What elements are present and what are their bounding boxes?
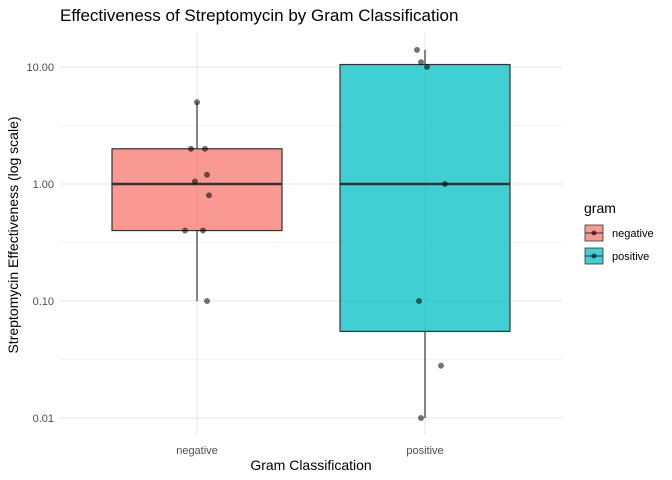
box-body	[339, 63, 511, 332]
x-axis-title: Gram Classification	[250, 457, 371, 473]
data-point	[187, 145, 195, 152]
x-tick-label: negative	[176, 445, 218, 457]
data-point	[205, 192, 213, 199]
box-body	[111, 148, 283, 232]
legend-label: negative	[612, 228, 654, 240]
data-point	[181, 227, 189, 234]
data-point	[203, 297, 211, 305]
legend-title: gram	[584, 200, 616, 216]
data-points	[181, 46, 449, 422]
data-point	[201, 145, 209, 152]
data-point	[417, 414, 425, 422]
y-tick-label: 1.00	[33, 179, 54, 191]
legend: gram negative positive	[584, 200, 654, 265]
box-positive	[339, 49, 511, 418]
data-point	[203, 171, 211, 178]
data-point	[413, 46, 421, 53]
legend-item-positive: positive	[584, 247, 649, 265]
data-point	[441, 180, 449, 188]
legend-item-negative: negative	[584, 224, 654, 242]
legend-label: positive	[612, 251, 649, 263]
data-point	[191, 178, 199, 185]
data-point	[199, 227, 207, 234]
data-point	[193, 99, 201, 106]
chart-title: Effectiveness of Streptomycin by Gram Cl…	[60, 6, 458, 25]
box-negative	[111, 102, 283, 301]
legend-key-point	[591, 230, 597, 236]
y-tick-label: 0.01	[33, 413, 54, 425]
x-axis-ticks: negative positive	[176, 445, 443, 457]
y-axis-ticks: 0.01 0.10 1.00 10.00	[26, 62, 54, 425]
boxes	[111, 49, 511, 418]
data-point	[423, 63, 431, 71]
y-tick-label: 10.00	[26, 62, 54, 74]
data-point	[437, 362, 445, 369]
legend-key-point	[591, 253, 597, 259]
y-axis-title: Streptomycin Effectiveness (log scale)	[5, 116, 21, 353]
y-tick-label: 0.10	[33, 296, 54, 308]
data-point	[415, 297, 423, 305]
x-tick-label: positive	[406, 445, 443, 457]
data-point	[417, 59, 425, 66]
